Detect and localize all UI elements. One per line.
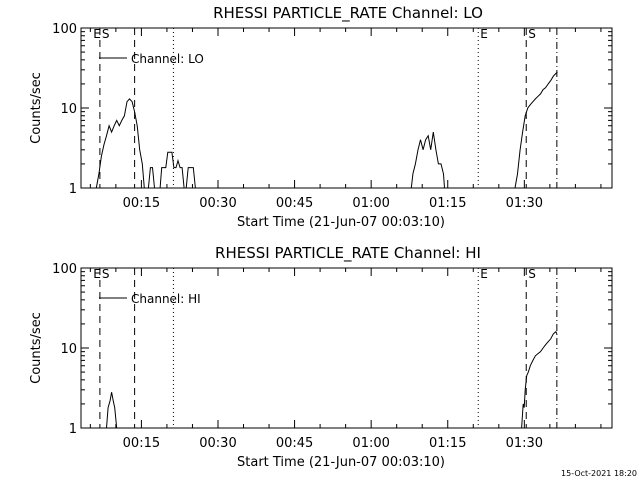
series-line-lo xyxy=(147,167,155,189)
event-marker-label: S xyxy=(102,27,110,41)
x-tick-label: 01:15 xyxy=(429,196,466,211)
y-tick-label: 10 xyxy=(60,102,77,117)
x-tick-label: 01:30 xyxy=(506,436,543,451)
x-tick-label: 00:15 xyxy=(123,196,160,211)
y-tick-label: 1 xyxy=(69,182,77,197)
y-axis-label-hi: Counts/sec xyxy=(29,312,44,384)
x-tick-label: 00:30 xyxy=(199,436,236,451)
y-tick-label: 1 xyxy=(69,422,77,437)
legend-label-hi: Channel: HI xyxy=(131,292,201,306)
y-axis-label-lo: Counts/sec xyxy=(29,72,44,144)
event-marker-label: E xyxy=(480,27,488,41)
series-line-hi xyxy=(106,392,118,429)
x-tick-label: 00:15 xyxy=(123,436,160,451)
x-axis-label-hi: Start Time (21-Jun-07 00:03:10) xyxy=(237,455,445,470)
generated-timestamp: 15-Oct-2021 18:20 xyxy=(561,469,637,478)
x-axis-label-lo: Start Time (21-Jun-07 00:03:10) xyxy=(237,215,445,230)
x-tick-label: 01:30 xyxy=(506,196,543,211)
chart-panel-hi: RHESSI PARTICLE_RATE Channel: HI Start T… xyxy=(29,244,613,470)
x-tick-label: 01:00 xyxy=(352,196,389,211)
x-tick-label: 00:45 xyxy=(276,196,313,211)
event-marker-label: S xyxy=(528,27,536,41)
y-tick-label: 100 xyxy=(52,262,77,277)
chart-title-lo: RHESSI PARTICLE_RATE Channel: LO xyxy=(213,4,483,23)
y-tick-label: 10 xyxy=(60,342,77,357)
series-line-hi xyxy=(521,330,558,429)
x-tick-label: 00:45 xyxy=(276,436,313,451)
series-line-lo xyxy=(514,71,558,189)
chart-panel-lo: RHESSI PARTICLE_RATE Channel: LO Start T… xyxy=(29,4,613,230)
event-marker-label: S xyxy=(102,267,110,281)
event-marker-label: E xyxy=(480,267,488,281)
event-marker-label: E xyxy=(93,267,101,281)
series-line-lo xyxy=(159,151,185,189)
event-marker-label: E xyxy=(93,27,101,41)
series-line-lo xyxy=(185,167,196,189)
series-line-lo xyxy=(410,132,445,189)
x-tick-label: 01:15 xyxy=(429,436,466,451)
series-line-lo xyxy=(95,98,145,189)
x-tick-label: 01:00 xyxy=(352,436,389,451)
legend-label-lo: Channel: LO xyxy=(131,52,204,66)
x-tick-label: 00:30 xyxy=(199,196,236,211)
event-marker-label: S xyxy=(528,267,536,281)
y-tick-label: 100 xyxy=(52,22,77,37)
chart-title-hi: RHESSI PARTICLE_RATE Channel: HI xyxy=(215,244,481,263)
